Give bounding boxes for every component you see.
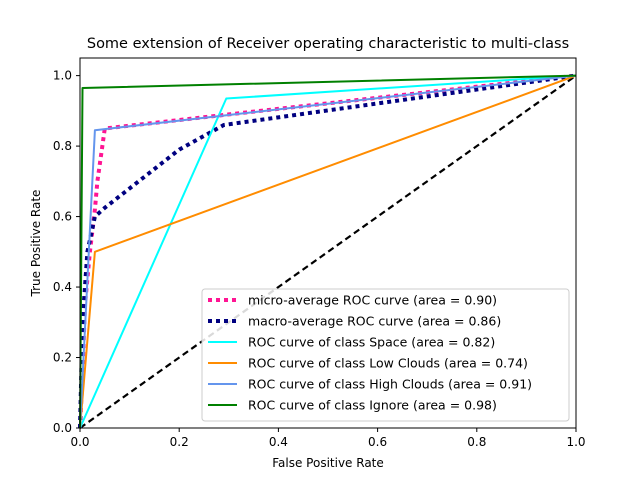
y-tick-label: 0.8 (53, 139, 72, 153)
series-line-2 (78, 73, 577, 429)
x-tick-label: 0.4 (269, 435, 288, 449)
legend: micro-average ROC curve (area = 0.90) mac… (201, 288, 570, 422)
y-tick-label: 0.2 (53, 351, 72, 365)
series-line-4 (79, 74, 577, 429)
legend-label-6: ROC curve of class Ignore (area = 0.98) (248, 398, 497, 413)
series-line-6 (79, 74, 577, 429)
x-tick-label: 0.8 (467, 435, 486, 449)
y-tick-label: 0.6 (53, 210, 72, 224)
y-axis-ticks: 0.0 0.2 0.4 0.6 0.8 1.0 (53, 69, 80, 435)
y-tick-label: 0.0 (53, 421, 72, 435)
chart-title: Some extension of Receiver operating cha… (87, 36, 569, 52)
legend-label-2: macro-average ROC curve (area = 0.86) (248, 314, 501, 329)
legend-frame (201, 288, 570, 422)
x-tick-label: 0.2 (170, 435, 189, 449)
legend-label-4: ROC curve of class Low Clouds (area = 0.… (248, 356, 528, 371)
y-tick-label: 0.4 (53, 280, 72, 294)
series-layer (78, 73, 577, 429)
legend-label-3: ROC curve of class Space (area = 0.82) (248, 335, 495, 350)
legend-label-5: ROC curve of class High Clouds (area = 0… (248, 377, 532, 392)
legend-label-1: micro-average ROC curve (area = 0.90) (248, 293, 497, 308)
x-tick-label: 1.0 (566, 435, 585, 449)
series-line-3 (79, 74, 577, 429)
legend-items: micro-average ROC curve (area = 0.90) mac… (208, 293, 532, 413)
x-axis-label: False Positive Rate (272, 456, 384, 470)
x-tick-label: 0.0 (70, 435, 89, 449)
reference-diagonal-line (79, 74, 577, 429)
series-line-1 (78, 73, 577, 429)
plot-frame (79, 57, 577, 429)
y-tick-label: 1.0 (53, 69, 72, 83)
y-axis-label: True Positive Rate (29, 190, 43, 298)
x-tick-label: 0.6 (368, 435, 387, 449)
series-line-5 (79, 74, 577, 429)
x-axis-ticks: 0.0 0.2 0.4 0.6 0.8 1.0 (70, 428, 586, 449)
plot-area: 0.0 0.2 0.4 0.6 0.8 1.0 0.0 0.2 0.4 0.6 0.8 1.0 (53, 57, 586, 449)
